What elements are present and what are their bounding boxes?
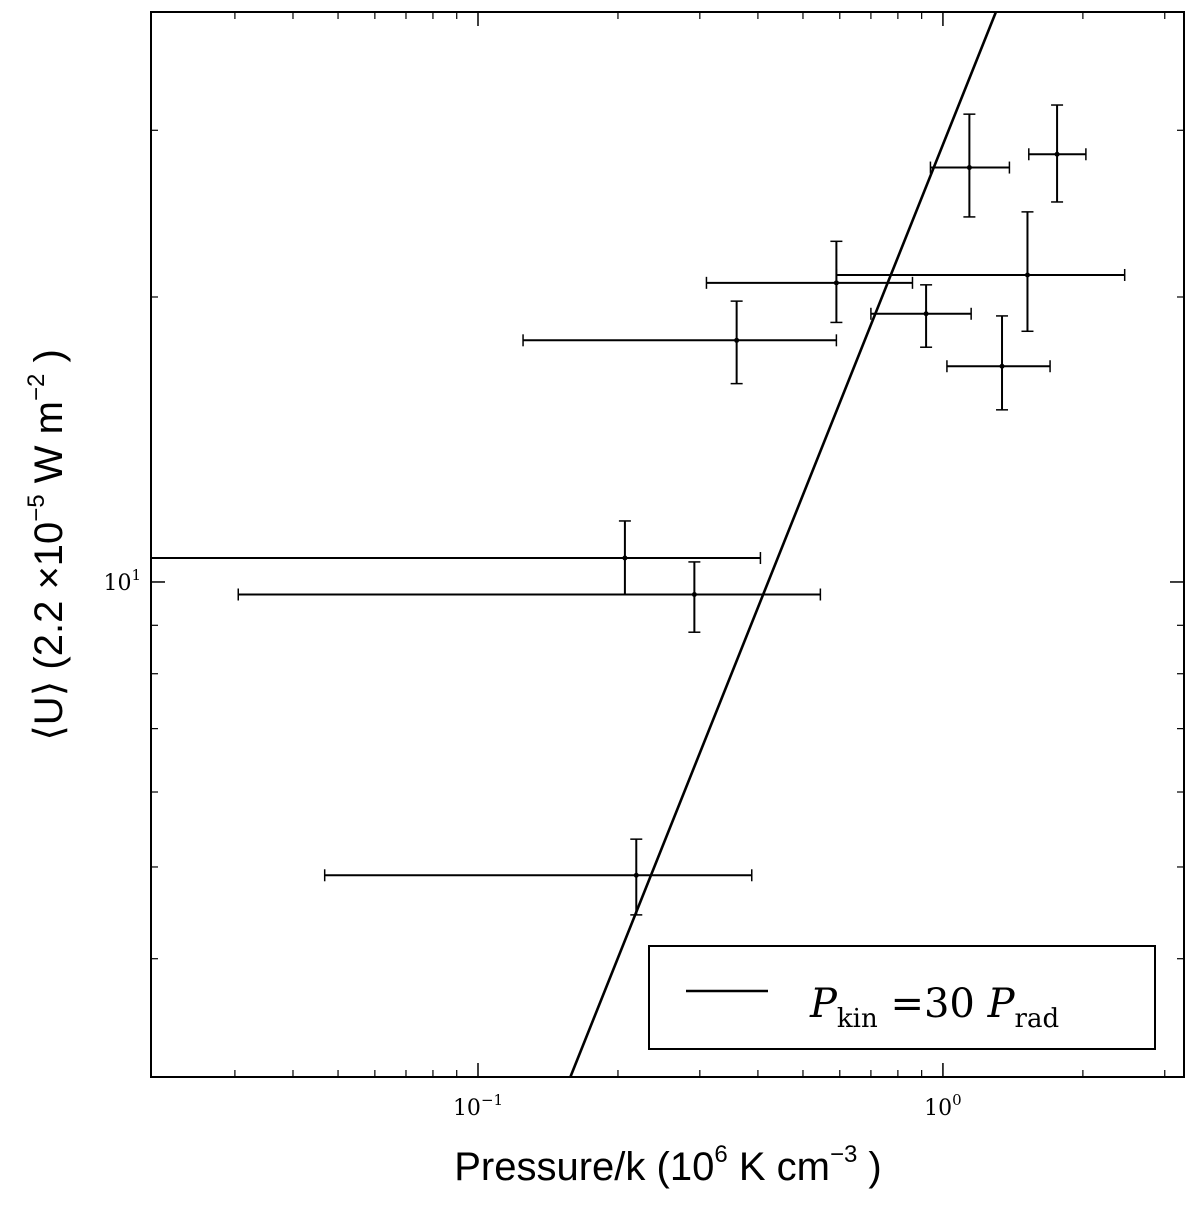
legend-box <box>648 945 1156 1050</box>
point-marker <box>734 337 740 343</box>
legend-label: Pkin =30 Prad <box>809 981 1059 1034</box>
x-tick-label: 100 <box>924 1091 962 1121</box>
plot-frame <box>150 11 1185 1078</box>
data-point-9 <box>237 561 822 633</box>
data-point-6 <box>835 211 1126 333</box>
point-marker <box>923 311 929 317</box>
fit-line-p-kin-30-p-rad <box>569 11 998 1078</box>
point-marker <box>966 165 972 171</box>
point-marker <box>833 280 839 286</box>
point-marker <box>691 592 697 598</box>
data-point-7 <box>1028 104 1087 203</box>
y-axis-label: ⟨U⟩ (2.2 ×10−5 W m−2 ) <box>23 349 71 741</box>
data-point-2 <box>705 240 914 324</box>
data-point-4 <box>929 113 1011 218</box>
data-point-8 <box>151 520 762 596</box>
point-marker <box>622 555 628 561</box>
x-tick-label: 10−1 <box>453 1091 503 1121</box>
data-point-5 <box>946 315 1051 411</box>
y-tick-label: 101 <box>103 566 141 596</box>
data-point-10 <box>323 838 753 916</box>
tick-labels: 10−1 100 101 <box>103 566 961 1121</box>
data-points <box>151 104 1126 916</box>
point-marker <box>1054 151 1060 157</box>
point-marker <box>1024 272 1030 278</box>
legend: Pkin =30 Prad <box>648 945 1156 1050</box>
point-marker <box>633 872 639 878</box>
x-axis-label: Pressure/k (106 K cm−3 ) <box>454 1141 882 1189</box>
point-marker <box>999 363 1005 369</box>
data-point-1 <box>522 300 838 385</box>
data-point-3 <box>870 284 972 348</box>
ticks-layer <box>151 12 1184 1077</box>
